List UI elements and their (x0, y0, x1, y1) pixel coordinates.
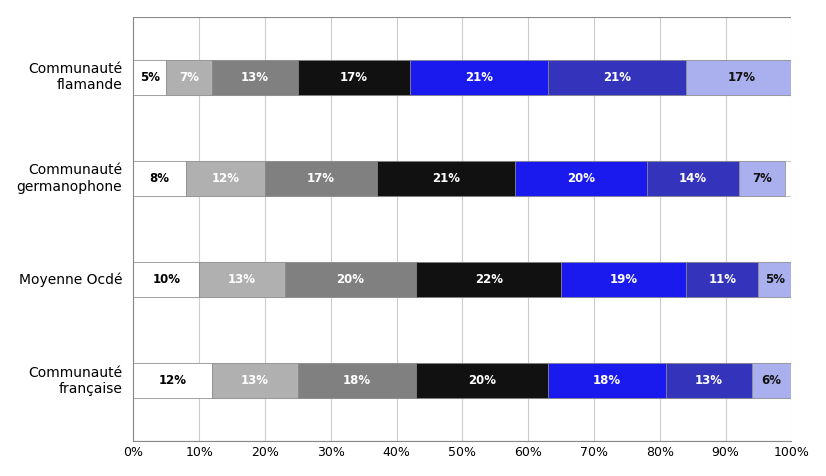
Bar (686, 60, 798, 95)
Bar (667, 363, 752, 398)
Text: 5%: 5% (765, 273, 785, 286)
Bar (212, 60, 298, 95)
Text: 18%: 18% (343, 374, 371, 387)
Text: 18%: 18% (593, 374, 621, 387)
Bar (134, 161, 186, 196)
Text: 12%: 12% (211, 172, 240, 185)
Bar (686, 262, 758, 298)
Text: 21%: 21% (603, 71, 631, 84)
Bar (738, 161, 785, 196)
Bar (410, 60, 548, 95)
Text: 22%: 22% (475, 273, 503, 286)
Text: 13%: 13% (228, 273, 256, 286)
Text: 17%: 17% (339, 71, 368, 84)
Bar (134, 262, 199, 298)
Bar (298, 60, 410, 95)
Bar (758, 262, 791, 298)
Text: 13%: 13% (695, 374, 723, 387)
Bar (166, 60, 212, 95)
Text: 20%: 20% (336, 273, 364, 286)
Text: 20%: 20% (567, 172, 595, 185)
Text: 21%: 21% (465, 71, 493, 84)
Bar (752, 363, 791, 398)
Bar (199, 262, 285, 298)
Bar (134, 363, 212, 398)
Text: 12%: 12% (159, 374, 187, 387)
Bar (647, 161, 738, 196)
Text: 20%: 20% (468, 374, 496, 387)
Text: 8%: 8% (150, 172, 169, 185)
Text: 19%: 19% (610, 273, 638, 286)
Bar (265, 161, 377, 196)
Text: 14%: 14% (679, 172, 707, 185)
Text: 5%: 5% (140, 71, 160, 84)
Text: 10%: 10% (152, 273, 180, 286)
Text: 7%: 7% (752, 172, 771, 185)
Text: 6%: 6% (762, 374, 781, 387)
Bar (377, 161, 515, 196)
Bar (134, 60, 166, 95)
Bar (212, 363, 298, 398)
Bar (416, 363, 548, 398)
Text: 17%: 17% (307, 172, 335, 185)
Bar (548, 60, 686, 95)
Text: 7%: 7% (179, 71, 199, 84)
Text: 17%: 17% (728, 71, 756, 84)
Bar (186, 161, 265, 196)
Text: 13%: 13% (241, 374, 269, 387)
Text: 13%: 13% (241, 71, 269, 84)
Bar (561, 262, 686, 298)
Bar (548, 363, 667, 398)
Text: 11%: 11% (709, 273, 736, 286)
Bar (416, 262, 561, 298)
Bar (515, 161, 647, 196)
Bar (285, 262, 416, 298)
Bar (298, 363, 416, 398)
Text: 21%: 21% (432, 172, 460, 185)
